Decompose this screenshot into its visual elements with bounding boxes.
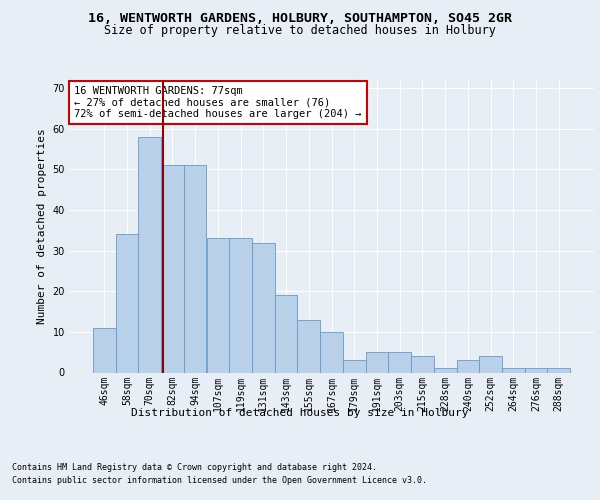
Bar	[457, 360, 479, 372]
Bar	[343, 360, 365, 372]
Text: Contains public sector information licensed under the Open Government Licence v3: Contains public sector information licen…	[12, 476, 427, 485]
Bar	[365, 352, 388, 372]
Bar	[275, 296, 298, 372]
Bar	[116, 234, 139, 372]
Bar	[298, 320, 320, 372]
Bar	[320, 332, 343, 372]
Bar	[411, 356, 434, 372]
Bar	[206, 238, 229, 372]
Bar	[229, 238, 252, 372]
Bar	[252, 242, 275, 372]
Text: Size of property relative to detached houses in Holbury: Size of property relative to detached ho…	[104, 24, 496, 37]
Bar	[184, 166, 206, 372]
Text: Distribution of detached houses by size in Holbury: Distribution of detached houses by size …	[131, 408, 469, 418]
Bar	[388, 352, 411, 372]
Bar	[479, 356, 502, 372]
Bar	[547, 368, 570, 372]
Bar	[93, 328, 116, 372]
Bar	[139, 137, 161, 372]
Text: 16, WENTWORTH GARDENS, HOLBURY, SOUTHAMPTON, SO45 2GR: 16, WENTWORTH GARDENS, HOLBURY, SOUTHAMP…	[88, 12, 512, 26]
Bar	[502, 368, 524, 372]
Bar	[524, 368, 547, 372]
Bar	[434, 368, 457, 372]
Bar	[161, 166, 184, 372]
Text: 16 WENTWORTH GARDENS: 77sqm
← 27% of detached houses are smaller (76)
72% of sem: 16 WENTWORTH GARDENS: 77sqm ← 27% of det…	[74, 86, 362, 119]
Text: Contains HM Land Registry data © Crown copyright and database right 2024.: Contains HM Land Registry data © Crown c…	[12, 462, 377, 471]
Y-axis label: Number of detached properties: Number of detached properties	[37, 128, 47, 324]
